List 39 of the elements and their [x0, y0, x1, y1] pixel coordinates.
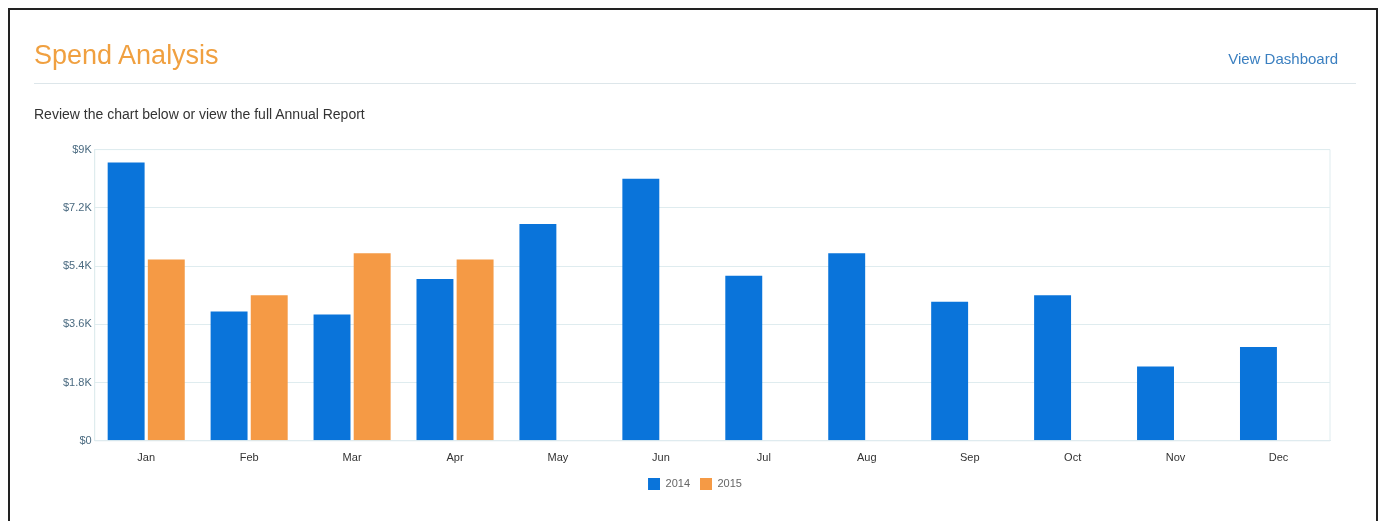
bar	[622, 178, 660, 441]
y-tick-label: $7.2K	[63, 200, 93, 213]
bar	[313, 314, 351, 441]
bar	[147, 259, 185, 441]
x-tick-label: Sep	[959, 451, 980, 464]
bar	[1034, 295, 1072, 441]
bar	[250, 295, 288, 441]
bar	[456, 259, 494, 441]
bar	[210, 311, 248, 441]
x-tick-label: Oct	[1064, 451, 1082, 464]
legend-label: 2015	[717, 477, 742, 490]
x-tick-label: Nov	[1165, 451, 1186, 464]
legend-label: 2014	[665, 477, 691, 490]
bar	[353, 253, 391, 441]
text: View Dashboard	[1228, 50, 1338, 67]
x-tick-label: May	[547, 451, 569, 464]
bar	[828, 253, 866, 441]
chart-subtitle: Review the chart below or view the full Annual Report	[34, 106, 365, 122]
bar	[931, 301, 969, 441]
x-tick-label: Aug	[856, 451, 877, 464]
bar	[1137, 366, 1174, 441]
x-tick-label: Apr	[446, 451, 464, 464]
x-tick-label: Jan	[137, 451, 156, 464]
bar	[107, 162, 145, 441]
x-tick-label: Feb	[239, 451, 259, 464]
bar	[1239, 346, 1277, 441]
x-tick-label: Jun	[652, 451, 670, 464]
bar	[416, 279, 454, 441]
x-tick-label: Mar	[342, 451, 362, 464]
x-tick-label: Jul	[756, 451, 771, 464]
bar	[725, 275, 763, 441]
x-tick-label: Dec	[1268, 451, 1289, 464]
y-tick-label: $1.8K	[63, 375, 93, 388]
bar	[519, 224, 557, 441]
y-tick-label: $3.6K	[63, 317, 93, 330]
y-tick-label: $5.4K	[63, 259, 93, 272]
y-tick-label: $9K	[72, 142, 93, 155]
chart-title: Spend Analysis	[34, 40, 219, 71]
y-tick-label: $0	[79, 433, 92, 446]
